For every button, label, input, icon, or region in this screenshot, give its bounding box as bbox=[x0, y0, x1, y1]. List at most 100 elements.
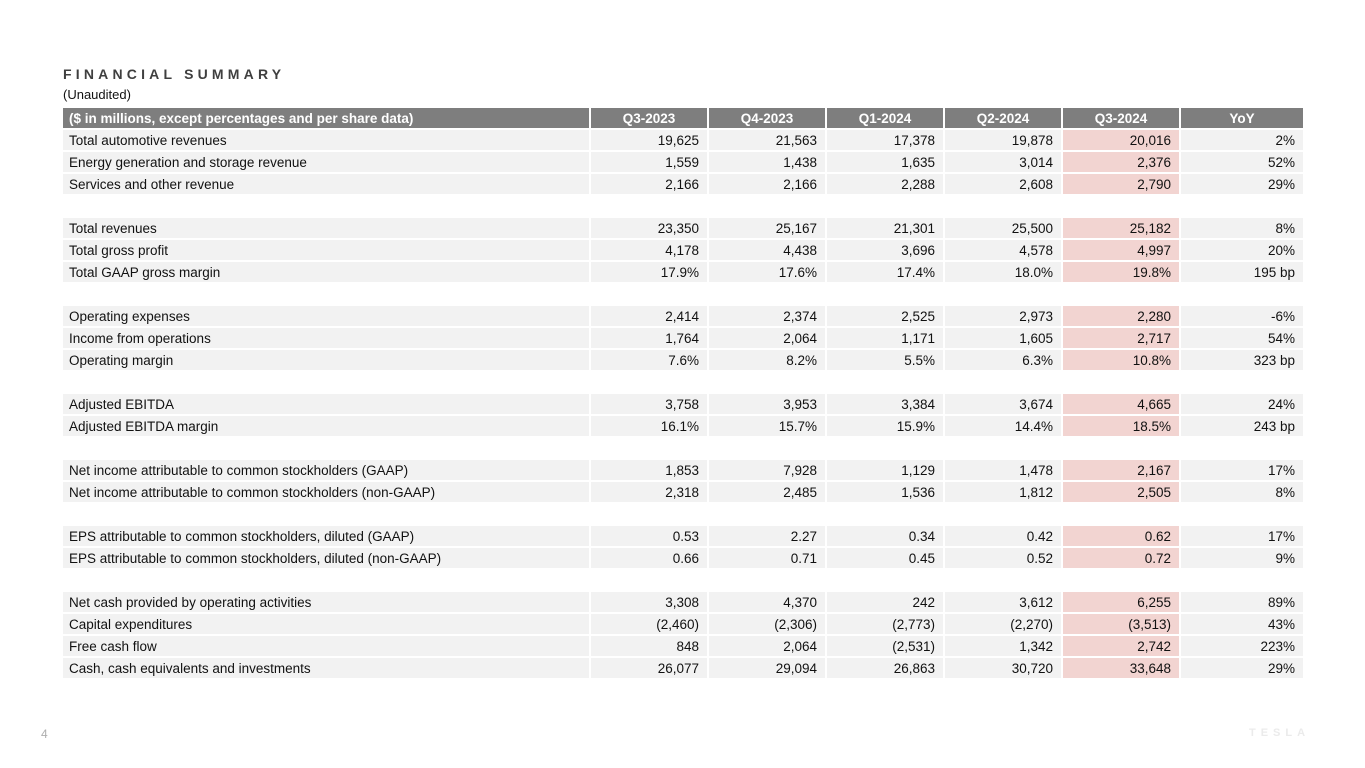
value-cell: 2,166 bbox=[708, 173, 827, 196]
spacer-row bbox=[63, 195, 1303, 218]
financial-summary-table-container: ($ in millions, except percentages and p… bbox=[63, 108, 1303, 680]
value-cell: 21,301 bbox=[826, 217, 945, 240]
value-cell: 1,812 bbox=[944, 481, 1063, 504]
value-cell: 4,370 bbox=[708, 591, 827, 614]
column-header: Q2-2024 bbox=[944, 108, 1063, 130]
row-label: Energy generation and storage revenue bbox=[63, 151, 591, 174]
value-cell: 848 bbox=[590, 635, 709, 658]
row-label: Net income attributable to common stockh… bbox=[63, 459, 591, 482]
value-cell: 2,973 bbox=[944, 305, 1063, 328]
column-header: YoY bbox=[1180, 108, 1303, 130]
yoy-cell: -6% bbox=[1180, 305, 1303, 328]
yoy-cell: 17% bbox=[1180, 459, 1303, 482]
table-row: Operating margin 7.6% 8.2% 5.5% 6.3% 10.8% 323… bbox=[63, 349, 1303, 372]
value-cell: 4,665 bbox=[1062, 393, 1181, 416]
yoy-cell: 52% bbox=[1180, 151, 1303, 174]
value-cell: 0.53 bbox=[590, 525, 709, 548]
spacer-cell bbox=[63, 503, 1303, 526]
value-cell: 18.5% bbox=[1062, 415, 1181, 438]
value-cell: 3,696 bbox=[826, 239, 945, 262]
value-cell: 19,625 bbox=[590, 129, 709, 152]
table-row: Total revenues 23,350 25,167 21,301 25,500 25… bbox=[63, 217, 1303, 240]
row-label: Total revenues bbox=[63, 217, 591, 240]
table-row: Net income attributable to common stockh… bbox=[63, 459, 1303, 482]
value-cell: 1,478 bbox=[944, 459, 1063, 482]
value-cell: 2,376 bbox=[1062, 151, 1181, 174]
value-cell: 2,717 bbox=[1062, 327, 1181, 350]
row-label: Adjusted EBITDA margin bbox=[63, 415, 591, 438]
value-cell: 17.4% bbox=[826, 261, 945, 284]
value-cell: 3,758 bbox=[590, 393, 709, 416]
page-number: 4 bbox=[41, 727, 48, 741]
value-cell: 2,505 bbox=[1062, 481, 1181, 504]
value-cell: 1,853 bbox=[590, 459, 709, 482]
yoy-cell: 8% bbox=[1180, 481, 1303, 504]
value-cell: (2,460) bbox=[590, 613, 709, 636]
column-header: Q4-2023 bbox=[708, 108, 827, 130]
table-row: Total automotive revenues 19,625 21,563 17,… bbox=[63, 129, 1303, 152]
value-cell: 20,016 bbox=[1062, 129, 1181, 152]
value-cell: 10.8% bbox=[1062, 349, 1181, 372]
value-cell: 0.66 bbox=[590, 547, 709, 570]
row-label: Operating expenses bbox=[63, 305, 591, 328]
value-cell: 2,374 bbox=[708, 305, 827, 328]
table-row: Free cash flow 848 2,064 (2,531) 1,342 2,742 2… bbox=[63, 635, 1303, 658]
value-cell: 0.62 bbox=[1062, 525, 1181, 548]
value-cell: 6.3% bbox=[944, 349, 1063, 372]
value-cell: 1,764 bbox=[590, 327, 709, 350]
table-row: Operating expenses 2,414 2,374 2,525 2,973 2,… bbox=[63, 305, 1303, 328]
value-cell: 3,014 bbox=[944, 151, 1063, 174]
value-cell: (2,306) bbox=[708, 613, 827, 636]
value-cell: 1,438 bbox=[708, 151, 827, 174]
yoy-cell: 8% bbox=[1180, 217, 1303, 240]
value-cell: 6,255 bbox=[1062, 591, 1181, 614]
yoy-cell: 29% bbox=[1180, 657, 1303, 680]
spacer-cell bbox=[63, 437, 1303, 460]
value-cell: 7,928 bbox=[708, 459, 827, 482]
value-cell: 0.72 bbox=[1062, 547, 1181, 570]
yoy-cell: 29% bbox=[1180, 173, 1303, 196]
spacer-row bbox=[63, 503, 1303, 526]
row-label: EPS attributable to common stockholders,… bbox=[63, 547, 591, 570]
value-cell: 0.34 bbox=[826, 525, 945, 548]
yoy-cell: 24% bbox=[1180, 393, 1303, 416]
column-header: Q3-2024 bbox=[1062, 108, 1181, 130]
value-cell: 5.5% bbox=[826, 349, 945, 372]
table-row: Adjusted EBITDA 3,758 3,953 3,384 3,674 4,665… bbox=[63, 393, 1303, 416]
value-cell: 18.0% bbox=[944, 261, 1063, 284]
value-cell: 0.45 bbox=[826, 547, 945, 570]
value-cell: 2,790 bbox=[1062, 173, 1181, 196]
value-cell: 17,378 bbox=[826, 129, 945, 152]
row-label: Operating margin bbox=[63, 349, 591, 372]
value-cell: 25,182 bbox=[1062, 217, 1181, 240]
row-label: Adjusted EBITDA bbox=[63, 393, 591, 416]
value-cell: 3,612 bbox=[944, 591, 1063, 614]
spacer-row bbox=[63, 569, 1303, 592]
tesla-wordmark: TESLA bbox=[1249, 727, 1311, 739]
value-cell: 1,536 bbox=[826, 481, 945, 504]
value-cell: 25,500 bbox=[944, 217, 1063, 240]
value-cell: 19,878 bbox=[944, 129, 1063, 152]
value-cell: 2,064 bbox=[708, 327, 827, 350]
value-cell: 2,742 bbox=[1062, 635, 1181, 658]
table-row: Total gross profit 4,178 4,438 3,696 4,578 4,… bbox=[63, 239, 1303, 262]
value-cell: 3,674 bbox=[944, 393, 1063, 416]
row-label: Cash, cash equivalents and investments bbox=[63, 657, 591, 680]
table-row: Net income attributable to common stockh… bbox=[63, 481, 1303, 504]
table-row: Income from operations 1,764 2,064 1,171 1,6… bbox=[63, 327, 1303, 350]
row-label: Total automotive revenues bbox=[63, 129, 591, 152]
value-cell: 2,166 bbox=[590, 173, 709, 196]
yoy-cell: 43% bbox=[1180, 613, 1303, 636]
table-body: Total automotive revenues 19,625 21,563 17,… bbox=[63, 129, 1303, 680]
row-label: Capital expenditures bbox=[63, 613, 591, 636]
value-cell: 2,414 bbox=[590, 305, 709, 328]
spacer-row bbox=[63, 437, 1303, 460]
value-cell: 15.7% bbox=[708, 415, 827, 438]
value-cell: 1,635 bbox=[826, 151, 945, 174]
spacer-cell bbox=[63, 195, 1303, 218]
value-cell: 3,308 bbox=[590, 591, 709, 614]
value-cell: 23,350 bbox=[590, 217, 709, 240]
value-cell: 19.8% bbox=[1062, 261, 1181, 284]
table-row: Adjusted EBITDA margin 16.1% 15.7% 15.9% 14.… bbox=[63, 415, 1303, 438]
yoy-cell: 20% bbox=[1180, 239, 1303, 262]
